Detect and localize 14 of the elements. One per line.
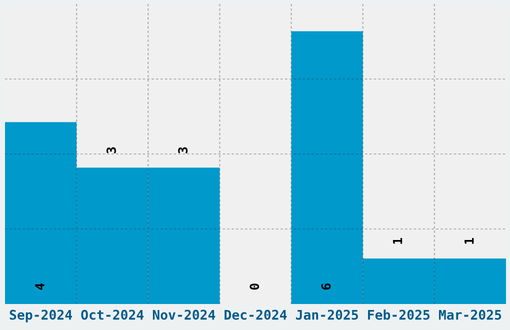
data-label: 3 bbox=[178, 147, 188, 154]
data-label: 3 bbox=[106, 147, 116, 154]
x-tick-label: Nov-2024 bbox=[152, 310, 216, 320]
x-tick-label: Mar-2025 bbox=[438, 310, 502, 320]
x-tick-label: Sep-2024 bbox=[10, 310, 72, 322]
x-tick-label: Feb-2025 bbox=[368, 310, 430, 320]
data-label: 1 bbox=[392, 238, 402, 244]
data-label: 4 bbox=[35, 283, 44, 290]
x-tick-label: Dec-2024 bbox=[224, 310, 287, 320]
x-tick-label: Oct-2024 bbox=[81, 310, 144, 320]
data-label: 1 bbox=[464, 238, 474, 244]
data-label: 6 bbox=[321, 284, 331, 290]
data-label: 0 bbox=[250, 284, 260, 290]
x-tick-label: Jan-2025 bbox=[296, 310, 358, 320]
